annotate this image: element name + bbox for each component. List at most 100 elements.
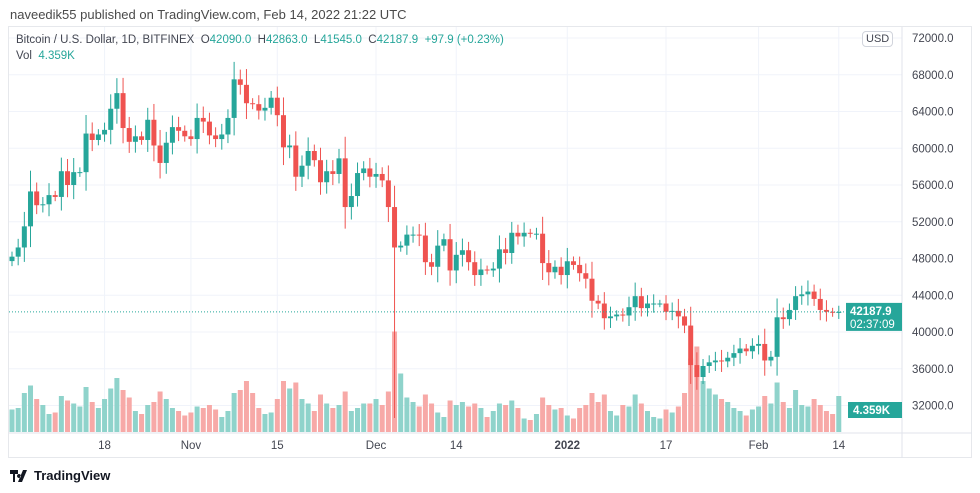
- candle-body: [830, 311, 836, 313]
- volume-bar: [712, 394, 718, 432]
- volume-bar: [52, 412, 58, 432]
- candle-body: [231, 79, 237, 118]
- volume-bar: [811, 399, 817, 432]
- candle-body: [564, 261, 570, 276]
- candle-body: [706, 362, 712, 366]
- last-volume-text: 4.359K: [853, 405, 891, 417]
- chart-frame[interactable]: [8, 26, 972, 458]
- volume-bar: [762, 396, 768, 432]
- candle-body: [410, 234, 416, 236]
- candle-body: [250, 103, 256, 105]
- candle-body: [786, 309, 792, 320]
- candle-body: [675, 310, 681, 317]
- volume-bar: [774, 382, 780, 432]
- volume-bar: [46, 414, 52, 432]
- x-tick-label: 2022: [555, 440, 581, 452]
- volume-bar: [120, 390, 126, 432]
- candle-body: [620, 314, 626, 316]
- volume-bar: [793, 390, 799, 432]
- candle-body: [527, 232, 533, 234]
- volume-bar: [595, 402, 601, 432]
- volume-bar: [169, 408, 175, 432]
- candle-body: [447, 239, 453, 271]
- volume-bar: [515, 408, 521, 432]
- candle-body: [533, 233, 539, 235]
- volume-bar: [466, 406, 472, 432]
- candle-body: [737, 348, 743, 354]
- candle-body: [823, 309, 829, 312]
- volume-bar: [77, 406, 83, 432]
- volume-bar: [737, 411, 743, 432]
- volume-bar: [472, 403, 478, 432]
- candle-body: [139, 136, 145, 140]
- candle-body: [311, 151, 317, 161]
- candle-body: [731, 353, 737, 358]
- volume-bar: [318, 394, 323, 432]
- candle-body: [793, 296, 799, 310]
- volume-bar: [293, 382, 299, 432]
- candle-body: [780, 317, 786, 320]
- candle-body: [206, 121, 212, 136]
- volume-bar: [274, 399, 280, 432]
- volume-bar: [780, 402, 786, 432]
- volume-bar: [206, 405, 212, 432]
- volume-bar: [589, 393, 595, 432]
- volume-bar: [237, 390, 243, 432]
- candle-body: [102, 129, 108, 135]
- x-tick-label: 15: [271, 440, 284, 452]
- volume-bar: [700, 381, 706, 432]
- candle-body: [712, 360, 718, 363]
- volume-bar: [725, 402, 731, 432]
- volume-bar: [836, 396, 842, 432]
- volume-bar: [521, 418, 527, 432]
- candle-body: [83, 133, 89, 173]
- x-tick-label: Feb: [749, 440, 769, 452]
- candle-body: [200, 117, 206, 122]
- y-tick-label: 64000.0: [912, 107, 954, 119]
- volume-bar: [614, 415, 620, 432]
- volume-bar: [453, 405, 459, 432]
- y-tick-label: 72000.0: [912, 33, 954, 45]
- candle-body: [484, 269, 490, 271]
- candle-body: [422, 235, 428, 263]
- volume-bar: [638, 403, 644, 432]
- candle-body: [157, 145, 163, 163]
- volume-bar: [496, 403, 502, 432]
- high-value: 42863.0: [265, 34, 308, 46]
- candle-body: [638, 296, 644, 309]
- candle-body: [293, 145, 299, 177]
- volume-bar: [200, 408, 206, 432]
- candle-body: [490, 268, 496, 271]
- volume-bar: [570, 418, 576, 432]
- candle-body: [188, 136, 194, 140]
- volume-bar: [484, 417, 490, 432]
- candle-body: [496, 249, 502, 269]
- volume-bar: [564, 415, 570, 432]
- volume-bar: [89, 402, 95, 432]
- candle-body: [114, 93, 120, 109]
- volume-bar: [355, 408, 361, 432]
- candle-body: [176, 127, 182, 131]
- candle-body: [361, 168, 367, 174]
- volume-label: Vol: [16, 50, 32, 62]
- volume-bar: [287, 388, 293, 432]
- volume-bar: [422, 394, 428, 432]
- candle-body: [453, 254, 459, 271]
- candle-body: [669, 310, 675, 312]
- candle-body: [570, 261, 576, 265]
- currency-button[interactable]: USD: [862, 31, 894, 47]
- candle-body: [645, 303, 651, 309]
- candle-body: [756, 343, 762, 346]
- volume-bar: [552, 409, 558, 432]
- symbol-label: Bitcoin / U.S. Dollar, 1D, BITFINEX: [16, 34, 195, 46]
- volume-bar: [188, 412, 194, 432]
- candle-body: [65, 171, 71, 185]
- tradingview-logo[interactable]: TradingView: [10, 468, 110, 483]
- candle-body: [71, 172, 77, 185]
- close-label: C: [368, 34, 377, 46]
- volume-bar: [527, 420, 533, 432]
- volume-bar: [213, 409, 219, 432]
- volume-bar: [429, 403, 435, 432]
- y-tick-label: 52000.0: [912, 217, 954, 229]
